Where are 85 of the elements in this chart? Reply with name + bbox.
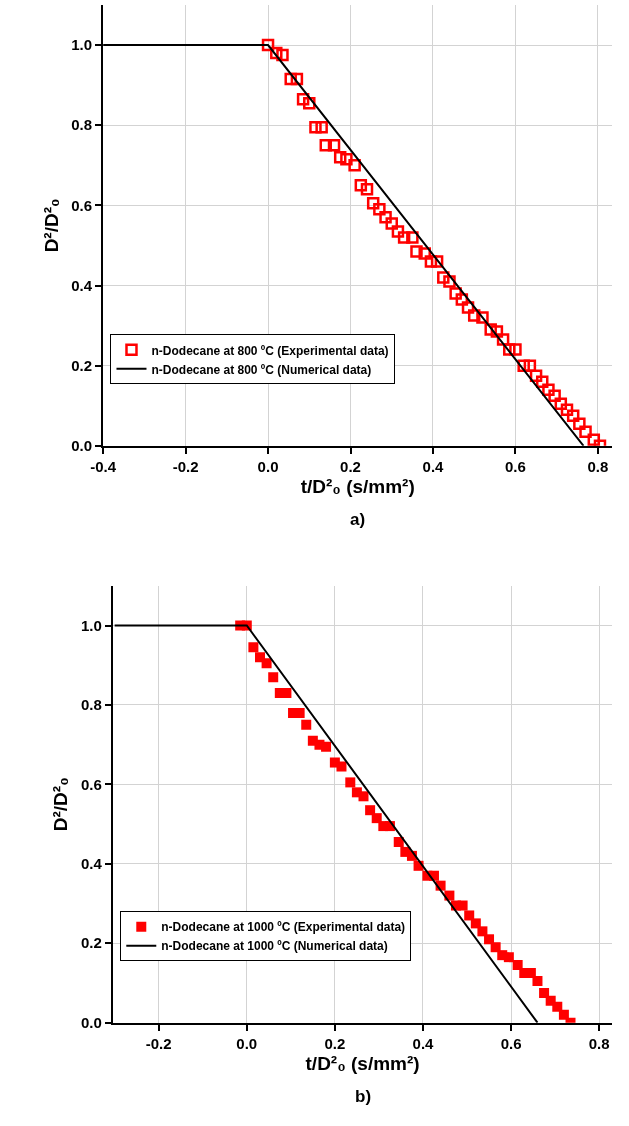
x-tick-label: 0.2 bbox=[324, 1034, 346, 1052]
point bbox=[548, 389, 561, 402]
point bbox=[379, 211, 392, 224]
point bbox=[268, 672, 279, 683]
legend-label: n-Dodecane at 1000 ºC (Numerical data) bbox=[161, 939, 388, 954]
point bbox=[470, 918, 481, 929]
point bbox=[393, 836, 404, 847]
y-tick-label: 0.4 bbox=[71, 276, 93, 294]
point bbox=[554, 397, 568, 410]
point bbox=[373, 203, 386, 216]
point bbox=[360, 183, 374, 196]
y-tick-label: 0.0 bbox=[81, 1013, 102, 1031]
point bbox=[542, 383, 555, 396]
legend-label: n-Dodecane at 800 ºC (Numerical data) bbox=[151, 362, 372, 377]
x-tick-label: -0.4 bbox=[90, 457, 117, 475]
point bbox=[512, 960, 523, 971]
y-tick-label: 0.4 bbox=[81, 855, 103, 873]
point bbox=[358, 791, 369, 802]
point bbox=[333, 151, 347, 164]
y-axis-title: D²/D²₀ bbox=[40, 198, 62, 253]
point bbox=[296, 92, 310, 106]
point bbox=[391, 225, 405, 238]
text: b) bbox=[355, 1087, 372, 1106]
legend-label: n-Dodecane at 1000 ºC (Experimental data) bbox=[161, 920, 406, 935]
point bbox=[309, 120, 322, 134]
y-axis-title: D²/D²₀ bbox=[50, 777, 72, 832]
legend-label: n-Dodecane at 800 ºC (Experimental data) bbox=[151, 343, 389, 358]
point bbox=[464, 910, 475, 921]
point bbox=[503, 952, 514, 963]
x-tick-label: 0.6 bbox=[505, 457, 526, 475]
point bbox=[366, 197, 380, 210]
point bbox=[552, 1001, 563, 1012]
point bbox=[290, 72, 304, 86]
point bbox=[261, 658, 272, 669]
point bbox=[365, 805, 376, 816]
x-tick-label: 0.4 bbox=[412, 1034, 435, 1052]
point bbox=[484, 934, 495, 945]
x-tick-label: 0.6 bbox=[500, 1034, 522, 1052]
point bbox=[315, 120, 328, 134]
x-tick-label: -0.2 bbox=[145, 1034, 172, 1052]
x-tick-label: 0.0 bbox=[257, 457, 279, 475]
x-tick-label: 0.2 bbox=[340, 457, 361, 475]
point bbox=[301, 719, 312, 730]
point bbox=[397, 231, 411, 244]
y-tick-label: 1.0 bbox=[81, 616, 102, 634]
x-tick-label: 0.8 bbox=[588, 1034, 610, 1052]
point bbox=[573, 417, 586, 431]
point bbox=[410, 245, 423, 258]
x-axis-title: t/D²₀ (s/mm²) bbox=[305, 1052, 420, 1074]
point bbox=[477, 926, 488, 937]
point bbox=[560, 403, 574, 416]
x-tick-label: 0.4 bbox=[422, 457, 445, 475]
y-tick-label: 1.0 bbox=[71, 36, 93, 54]
y-tick-label: 0.6 bbox=[81, 775, 102, 793]
text: a) bbox=[350, 510, 366, 529]
point bbox=[566, 409, 580, 422]
x-tick-label: -0.2 bbox=[172, 457, 199, 475]
point bbox=[532, 975, 543, 986]
point bbox=[579, 425, 592, 439]
point bbox=[319, 138, 333, 152]
x-tick-label: 0.0 bbox=[236, 1034, 258, 1052]
y-tick-label: 0.2 bbox=[71, 356, 93, 374]
point bbox=[345, 777, 356, 788]
y-tick-label: 0.8 bbox=[71, 116, 93, 134]
point bbox=[457, 900, 468, 911]
point bbox=[340, 153, 353, 166]
point bbox=[248, 642, 259, 653]
point bbox=[327, 138, 341, 152]
y-tick-label: 0.6 bbox=[71, 196, 93, 214]
x-tick-label: 0.8 bbox=[587, 457, 609, 475]
point bbox=[336, 761, 347, 772]
point bbox=[536, 375, 549, 388]
point bbox=[490, 942, 501, 953]
y-tick-label: 0.8 bbox=[81, 696, 102, 714]
x-axis-title: t/D²₀ (s/mm²) bbox=[300, 476, 415, 498]
point bbox=[558, 1009, 569, 1020]
point bbox=[321, 741, 332, 752]
point bbox=[523, 359, 537, 372]
point bbox=[371, 813, 382, 824]
y-tick-label: 0.2 bbox=[81, 934, 102, 952]
point bbox=[587, 433, 601, 446]
point bbox=[539, 987, 550, 998]
point bbox=[385, 217, 398, 230]
point bbox=[354, 179, 368, 192]
y-tick-label: 0.0 bbox=[71, 437, 93, 455]
